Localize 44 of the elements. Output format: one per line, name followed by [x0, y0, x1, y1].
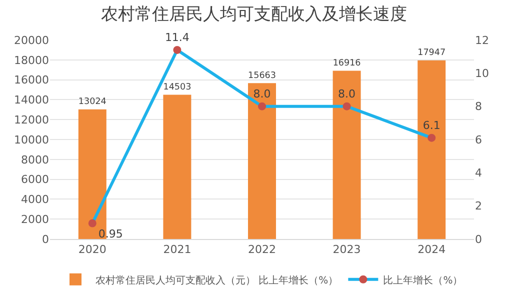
data-label: 8.0 — [253, 88, 271, 101]
data-label: 11.4 — [164, 31, 190, 44]
y-tick-label: 12000 — [14, 113, 49, 126]
chart-title: 农村常住居民人均可支配收入及增长速度 — [101, 4, 407, 25]
point — [428, 134, 436, 142]
y-tick-label: 6000 — [21, 173, 49, 186]
data-label: 17947 — [418, 48, 446, 58]
y2-tick-label: 4 — [475, 166, 482, 180]
y2-tick-label: 10 — [475, 67, 489, 80]
data-label: 6.1 — [422, 119, 440, 132]
y-tick-label: 0 — [42, 232, 49, 246]
y2-tick-label: 0 — [475, 232, 482, 246]
x-tick-label: 2024 — [418, 243, 446, 256]
y-tick-label: 14000 — [14, 94, 49, 107]
data-label: 15663 — [248, 70, 276, 81]
y-tick-label: 18000 — [14, 54, 49, 67]
x-tick-label: 2020 — [78, 243, 106, 256]
bar — [332, 70, 361, 239]
y-tick-label: 4000 — [21, 193, 49, 206]
legend-label: 农村常住居民人均可支配收入（元） 比上年增长（%） — [96, 274, 338, 286]
point — [173, 46, 182, 54]
y2-tick-label: 2 — [475, 200, 482, 213]
point — [88, 219, 96, 228]
y-tick-label: 2000 — [21, 212, 49, 226]
bar — [418, 60, 446, 239]
y-tick-label: 20000 — [14, 34, 49, 47]
data-label: 14503 — [163, 82, 192, 92]
y-tick-label: 16000 — [14, 74, 49, 87]
y2-tick-label: 12 — [475, 34, 489, 47]
point — [258, 102, 266, 110]
y2-tick-label: 8 — [475, 100, 482, 114]
bar — [248, 83, 276, 239]
y-tick-label: 10000 — [14, 133, 49, 146]
bar — [163, 94, 192, 239]
point — [342, 102, 351, 110]
data-label: 8.0 — [338, 88, 356, 101]
x-tick-label: 2021 — [163, 243, 192, 256]
data-label: 16916 — [332, 58, 362, 68]
y-tick-label: 8000 — [21, 153, 49, 166]
x-tick-label: 2022 — [248, 243, 276, 256]
y2-tick-label: 6 — [475, 133, 482, 146]
legend-label: 比上年增长（%） — [383, 274, 463, 286]
data-label: 13024 — [78, 97, 107, 108]
x-tick-label: 2023 — [332, 243, 361, 256]
